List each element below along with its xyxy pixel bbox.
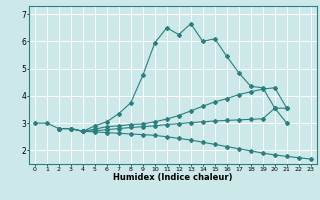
X-axis label: Humidex (Indice chaleur): Humidex (Indice chaleur) bbox=[113, 173, 233, 182]
